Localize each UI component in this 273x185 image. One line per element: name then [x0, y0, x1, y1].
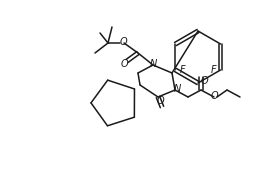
Text: O: O — [119, 37, 127, 47]
Text: O: O — [210, 91, 218, 101]
Text: O: O — [200, 76, 208, 86]
Text: O: O — [120, 59, 128, 69]
Text: O: O — [156, 96, 164, 106]
Text: F: F — [180, 65, 185, 75]
Text: N: N — [149, 59, 157, 69]
Text: F: F — [211, 65, 216, 75]
Text: N: N — [173, 84, 181, 94]
